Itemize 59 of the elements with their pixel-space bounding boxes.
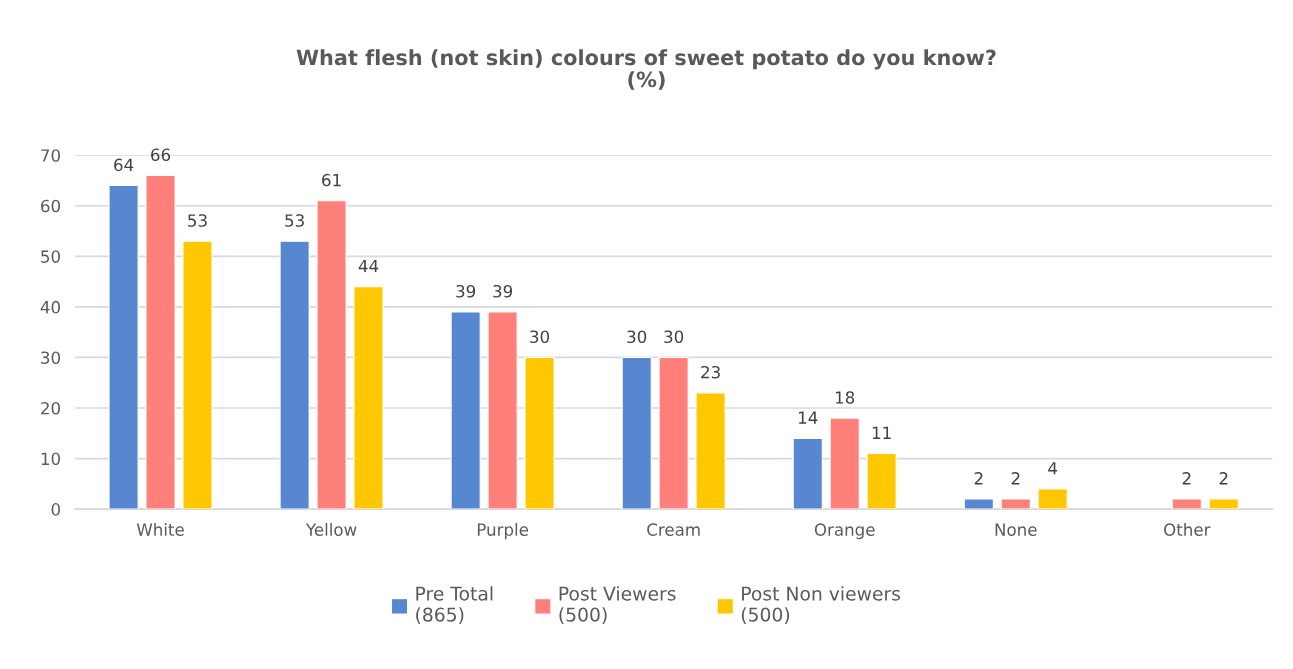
bar [182,240,213,510]
data-label: 2 [1182,472,1191,485]
data-label: 39 [456,284,476,298]
y-tick-label: 70 [41,149,60,162]
bar [829,417,860,510]
data-label: 30 [664,330,684,344]
data-label: 11 [872,426,891,439]
legend-label: Pre Total (865) [416,586,493,624]
x-tick-label: Yellow [305,523,357,536]
data-label: 64 [114,158,134,172]
bar [621,356,652,510]
bar [658,356,689,510]
data-label: 4 [1048,462,1058,475]
chart-title: What flesh (not skin) colours of sweet potato do you know? (%) [296,49,996,90]
bar [1208,498,1239,510]
data-label: 53 [188,214,207,227]
y-tick-label: 50 [41,250,60,263]
y-tick-label: 60 [41,199,60,213]
bar [695,392,726,510]
y-tick-label: 30 [41,351,60,365]
data-label: 14 [798,411,818,424]
data-label: 2 [974,472,983,485]
data-label: 66 [151,148,171,162]
data-label: 2 [1219,472,1228,485]
data-label: 30 [627,330,647,344]
x-tick-label: Other [1164,523,1211,536]
bar [279,240,310,510]
x-tick-label: Cream [647,523,700,536]
data-label: 2 [1011,472,1020,485]
bar [145,174,176,510]
bar [108,184,139,510]
bar [963,498,994,510]
data-label: 23 [701,365,720,379]
y-tick-label: 40 [40,300,60,314]
bar [487,311,518,510]
bar [1000,498,1031,510]
y-tick-label: 20 [41,401,60,415]
bar [353,286,384,510]
data-label: 18 [835,391,855,404]
bar [524,356,555,510]
bar [792,437,823,510]
x-tick-label: Purple [477,523,529,540]
bar [866,452,897,510]
data-label: 53 [285,214,304,227]
bar [1171,498,1202,510]
bar [450,311,481,510]
bar [316,200,347,510]
x-tick-label: Orange [814,523,875,540]
y-tick-label: 10 [41,452,60,466]
x-tick-label: White [136,523,184,536]
x-tick-label: None [995,523,1037,536]
data-label: 44 [358,259,379,273]
data-label: 61 [322,173,341,187]
y-tick-label: 0 [51,503,60,516]
legend-label: Post Viewers (500) [559,586,676,624]
legend-label: Post Non viewers (500) [741,586,901,624]
bar [1037,488,1068,510]
data-label: 30 [530,330,550,344]
data-label: 39 [493,284,513,298]
